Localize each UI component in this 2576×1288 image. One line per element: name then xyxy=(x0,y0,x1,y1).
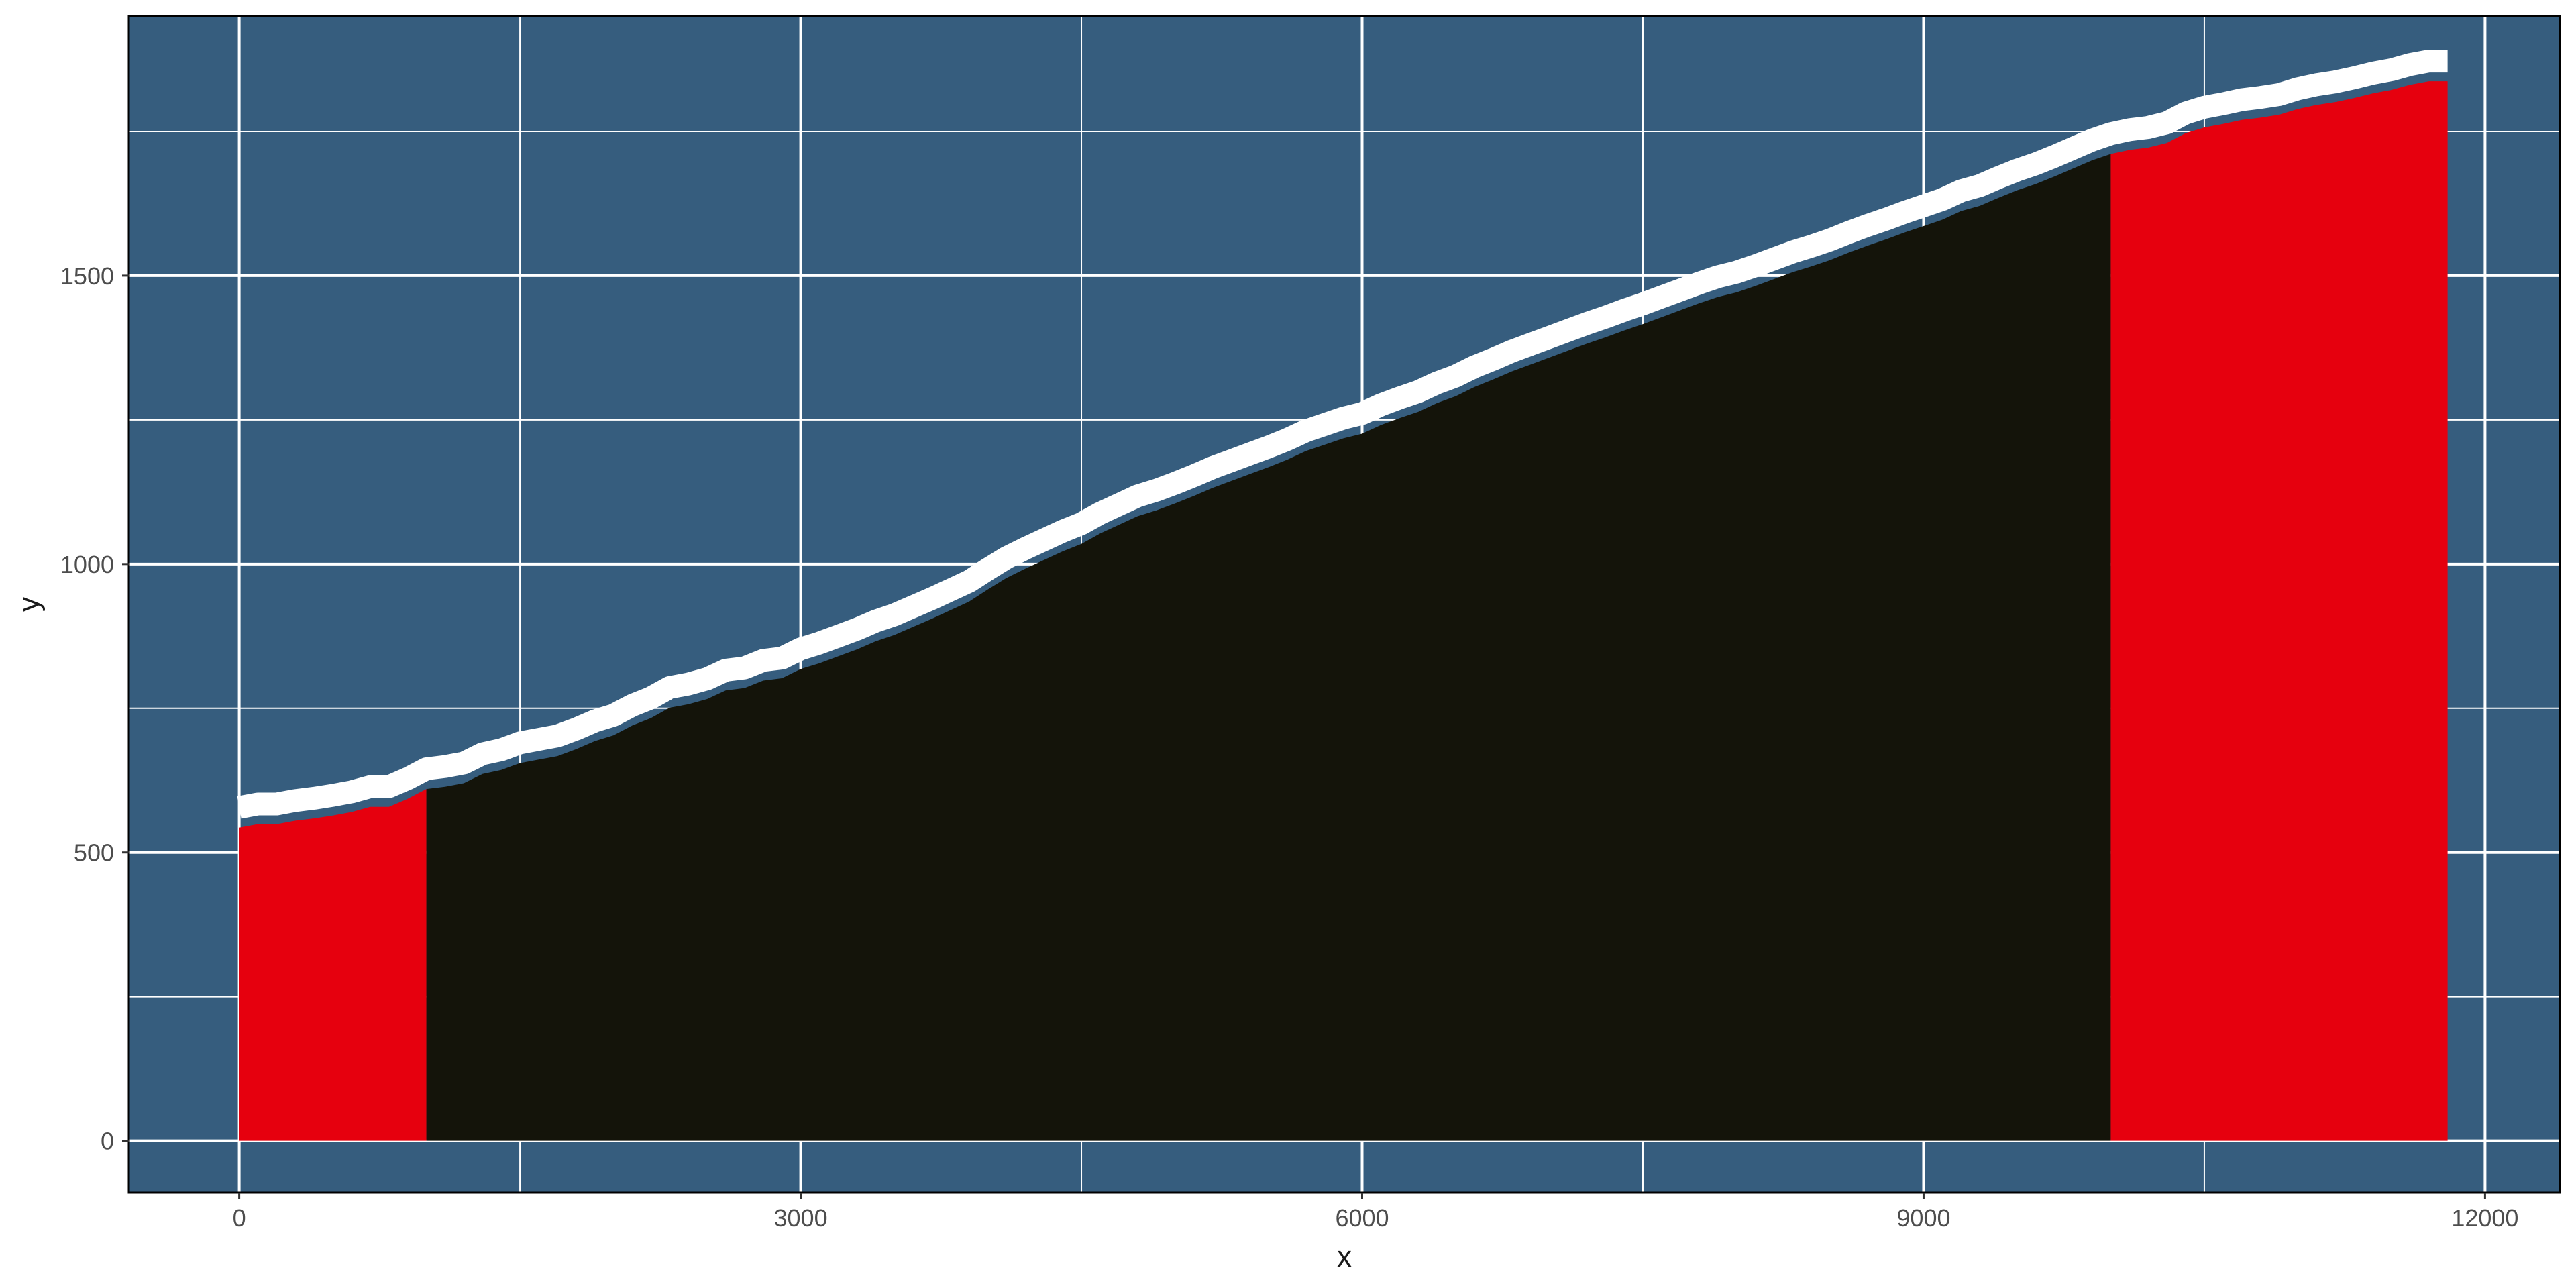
y-tick-label: 500 xyxy=(74,839,114,867)
y-axis: 0 500 1000 1500 xyxy=(60,262,129,1155)
x-tick-label: 3000 xyxy=(774,1204,828,1232)
x-tick-label: 9000 xyxy=(1896,1204,1950,1232)
area-segment-1 xyxy=(239,789,427,1141)
area-segments xyxy=(239,81,2448,1141)
y-tick-label: 1000 xyxy=(60,551,114,578)
x-axis: 0 3000 6000 9000 12000 xyxy=(233,1193,2518,1232)
y-axis-title: y xyxy=(13,597,46,612)
x-tick-label: 6000 xyxy=(1335,1204,1389,1232)
y-tick-label: 0 xyxy=(101,1128,114,1155)
area-segment-2 xyxy=(426,154,2111,1141)
series-line xyxy=(237,50,2448,819)
x-axis-title: x xyxy=(1337,1240,1352,1273)
x-tick-label: 12000 xyxy=(2451,1204,2518,1232)
area-segment-3 xyxy=(2110,81,2448,1141)
x-tick-label: 0 xyxy=(233,1204,246,1232)
panel-border xyxy=(127,15,2561,1194)
y-tick-label: 1500 xyxy=(60,262,114,290)
